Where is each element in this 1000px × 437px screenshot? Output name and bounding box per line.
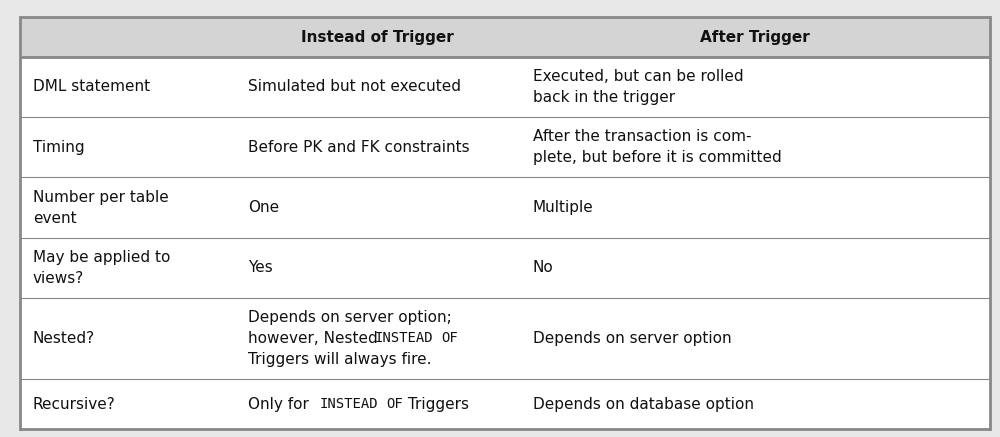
Text: Simulated but not executed: Simulated but not executed xyxy=(248,80,461,94)
Text: May be applied to: May be applied to xyxy=(33,250,170,265)
Bar xyxy=(20,117,990,177)
Bar xyxy=(20,298,990,379)
Text: Triggers will always fire.: Triggers will always fire. xyxy=(248,352,432,367)
Text: plete, but before it is committed: plete, but before it is committed xyxy=(533,150,782,165)
Bar xyxy=(20,57,990,117)
Text: OF: OF xyxy=(441,331,458,346)
Text: Instead of Trigger: Instead of Trigger xyxy=(301,30,454,45)
Text: back in the trigger: back in the trigger xyxy=(533,90,675,105)
Text: INSTEAD: INSTEAD xyxy=(375,331,434,346)
Text: INSTEAD: INSTEAD xyxy=(320,397,378,411)
Text: Before PK and FK constraints: Before PK and FK constraints xyxy=(248,140,470,155)
Bar xyxy=(20,177,990,238)
Text: Nested?: Nested? xyxy=(33,331,95,346)
Bar xyxy=(20,379,990,429)
Text: Executed, but can be rolled: Executed, but can be rolled xyxy=(533,69,744,84)
Text: Timing: Timing xyxy=(33,140,85,155)
Text: Number per table: Number per table xyxy=(33,190,169,205)
Text: One: One xyxy=(248,200,279,215)
Text: event: event xyxy=(33,211,77,225)
Text: OF: OF xyxy=(386,397,403,411)
Text: DML statement: DML statement xyxy=(33,80,150,94)
Text: however, Nested: however, Nested xyxy=(248,331,383,346)
Bar xyxy=(20,17,990,57)
Text: Depends on database option: Depends on database option xyxy=(533,396,754,412)
Bar xyxy=(20,238,990,298)
Text: Triggers: Triggers xyxy=(403,396,469,412)
Text: views?: views? xyxy=(33,271,84,286)
Text: No: No xyxy=(533,260,554,275)
Text: After Trigger: After Trigger xyxy=(700,30,810,45)
Text: Only for: Only for xyxy=(248,396,314,412)
Text: Depends on server option: Depends on server option xyxy=(533,331,732,346)
Text: Depends on server option;: Depends on server option; xyxy=(248,310,452,325)
Text: Yes: Yes xyxy=(248,260,273,275)
Text: Recursive?: Recursive? xyxy=(33,396,116,412)
Text: After the transaction is com-: After the transaction is com- xyxy=(533,129,752,144)
Text: Multiple: Multiple xyxy=(533,200,594,215)
